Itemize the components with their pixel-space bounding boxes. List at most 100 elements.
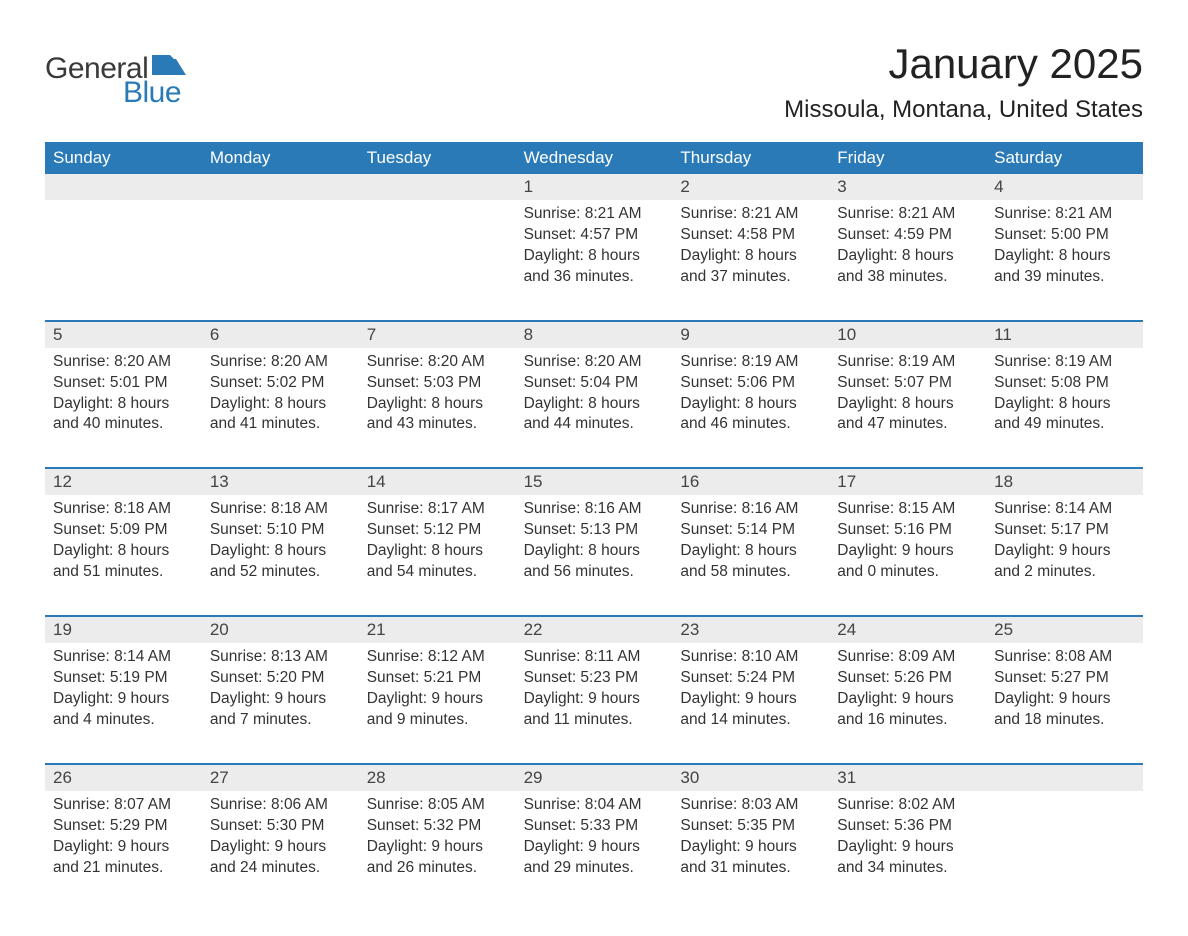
sunset-line: Sunset: 5:16 PM (837, 520, 978, 541)
day-number: 2 (672, 174, 829, 200)
day-number: 10 (829, 322, 986, 348)
day-number: 8 (516, 322, 673, 348)
day-detail: Sunrise: 8:21 AMSunset: 4:58 PMDaylight:… (672, 200, 829, 306)
day-number: 17 (829, 469, 986, 495)
daylight-line: Daylight: 9 hours and 16 minutes. (837, 689, 978, 731)
day-detail: Sunrise: 8:20 AMSunset: 5:01 PMDaylight:… (45, 348, 202, 454)
sunset-line: Sunset: 5:13 PM (524, 520, 665, 541)
daylight-line: Daylight: 8 hours and 40 minutes. (53, 394, 194, 436)
sunset-line: Sunset: 5:19 PM (53, 668, 194, 689)
day-number: 12 (45, 469, 202, 495)
daylight-line: Daylight: 8 hours and 52 minutes. (210, 541, 351, 583)
daylight-line: Daylight: 9 hours and 7 minutes. (210, 689, 351, 731)
day-number: 13 (202, 469, 359, 495)
day-number: 24 (829, 617, 986, 643)
detail-row: Sunrise: 8:18 AMSunset: 5:09 PMDaylight:… (45, 495, 1143, 601)
sunrise-line: Sunrise: 8:13 AM (210, 647, 351, 668)
daylight-line: Daylight: 9 hours and 11 minutes. (524, 689, 665, 731)
day-header: Tuesday (359, 142, 516, 174)
daylight-line: Daylight: 8 hours and 47 minutes. (837, 394, 978, 436)
daylight-line: Daylight: 9 hours and 14 minutes. (680, 689, 821, 731)
sunset-line: Sunset: 5:14 PM (680, 520, 821, 541)
sunset-line: Sunset: 4:57 PM (524, 225, 665, 246)
day-detail: Sunrise: 8:20 AMSunset: 5:02 PMDaylight:… (202, 348, 359, 454)
sunrise-line: Sunrise: 8:09 AM (837, 647, 978, 668)
day-number: 19 (45, 617, 202, 643)
day-detail: Sunrise: 8:21 AMSunset: 5:00 PMDaylight:… (986, 200, 1143, 306)
day-detail: Sunrise: 8:18 AMSunset: 5:10 PMDaylight:… (202, 495, 359, 601)
day-detail: Sunrise: 8:19 AMSunset: 5:07 PMDaylight:… (829, 348, 986, 454)
page-header: General Blue January 2025 Missoula, Mont… (45, 40, 1143, 124)
sunset-line: Sunset: 4:58 PM (680, 225, 821, 246)
calendar: SundayMondayTuesdayWednesdayThursdayFrid… (45, 142, 1143, 896)
day-number: 3 (829, 174, 986, 200)
sunrise-line: Sunrise: 8:21 AM (524, 204, 665, 225)
sunrise-line: Sunrise: 8:06 AM (210, 795, 351, 816)
day-number: 4 (986, 174, 1143, 200)
day-detail: Sunrise: 8:21 AMSunset: 4:57 PMDaylight:… (516, 200, 673, 306)
day-number: 25 (986, 617, 1143, 643)
sunrise-line: Sunrise: 8:21 AM (837, 204, 978, 225)
sunset-line: Sunset: 5:10 PM (210, 520, 351, 541)
day-detail: Sunrise: 8:19 AMSunset: 5:06 PMDaylight:… (672, 348, 829, 454)
day-detail: Sunrise: 8:09 AMSunset: 5:26 PMDaylight:… (829, 643, 986, 749)
day-number (202, 174, 359, 200)
sunset-line: Sunset: 5:27 PM (994, 668, 1135, 689)
sunrise-line: Sunrise: 8:12 AM (367, 647, 508, 668)
day-detail: Sunrise: 8:20 AMSunset: 5:04 PMDaylight:… (516, 348, 673, 454)
day-number: 14 (359, 469, 516, 495)
sunset-line: Sunset: 5:30 PM (210, 816, 351, 837)
day-number: 21 (359, 617, 516, 643)
title-block: January 2025 Missoula, Montana, United S… (784, 40, 1143, 124)
sunset-line: Sunset: 5:07 PM (837, 373, 978, 394)
day-detail: Sunrise: 8:10 AMSunset: 5:24 PMDaylight:… (672, 643, 829, 749)
day-header: Sunday (45, 142, 202, 174)
sunrise-line: Sunrise: 8:02 AM (837, 795, 978, 816)
daylight-line: Daylight: 8 hours and 56 minutes. (524, 541, 665, 583)
sunrise-line: Sunrise: 8:17 AM (367, 499, 508, 520)
sunset-line: Sunset: 4:59 PM (837, 225, 978, 246)
sunrise-line: Sunrise: 8:20 AM (367, 352, 508, 373)
sunrise-line: Sunrise: 8:16 AM (524, 499, 665, 520)
day-detail: Sunrise: 8:11 AMSunset: 5:23 PMDaylight:… (516, 643, 673, 749)
day-number: 6 (202, 322, 359, 348)
day-detail: Sunrise: 8:07 AMSunset: 5:29 PMDaylight:… (45, 791, 202, 897)
daylight-line: Daylight: 8 hours and 51 minutes. (53, 541, 194, 583)
day-number: 22 (516, 617, 673, 643)
day-detail: Sunrise: 8:17 AMSunset: 5:12 PMDaylight:… (359, 495, 516, 601)
day-number: 1 (516, 174, 673, 200)
sunset-line: Sunset: 5:26 PM (837, 668, 978, 689)
day-header: Saturday (986, 142, 1143, 174)
day-number: 15 (516, 469, 673, 495)
day-detail: Sunrise: 8:03 AMSunset: 5:35 PMDaylight:… (672, 791, 829, 897)
day-detail: Sunrise: 8:12 AMSunset: 5:21 PMDaylight:… (359, 643, 516, 749)
sunrise-line: Sunrise: 8:19 AM (994, 352, 1135, 373)
week-block: 1234 Sunrise: 8:21 AMSunset: 4:57 PMDayli… (45, 174, 1143, 306)
sunset-line: Sunset: 5:08 PM (994, 373, 1135, 394)
daylight-line: Daylight: 9 hours and 24 minutes. (210, 837, 351, 879)
daylight-line: Daylight: 9 hours and 29 minutes. (524, 837, 665, 879)
daynum-row: 19202122232425 (45, 617, 1143, 643)
day-detail: Sunrise: 8:02 AMSunset: 5:36 PMDaylight:… (829, 791, 986, 897)
daynum-row: 12131415161718 (45, 469, 1143, 495)
sunrise-line: Sunrise: 8:21 AM (994, 204, 1135, 225)
day-detail: Sunrise: 8:06 AMSunset: 5:30 PMDaylight:… (202, 791, 359, 897)
day-header: Thursday (672, 142, 829, 174)
day-number: 16 (672, 469, 829, 495)
day-detail (202, 200, 359, 306)
sunset-line: Sunset: 5:00 PM (994, 225, 1135, 246)
day-detail: Sunrise: 8:16 AMSunset: 5:13 PMDaylight:… (516, 495, 673, 601)
day-number: 31 (829, 765, 986, 791)
sunset-line: Sunset: 5:04 PM (524, 373, 665, 394)
sunrise-line: Sunrise: 8:20 AM (524, 352, 665, 373)
day-number: 28 (359, 765, 516, 791)
sunrise-line: Sunrise: 8:04 AM (524, 795, 665, 816)
day-number: 29 (516, 765, 673, 791)
day-number: 5 (45, 322, 202, 348)
day-number: 27 (202, 765, 359, 791)
logo-word-blue: Blue (123, 76, 181, 110)
sunset-line: Sunset: 5:09 PM (53, 520, 194, 541)
day-number (359, 174, 516, 200)
daylight-line: Daylight: 9 hours and 2 minutes. (994, 541, 1135, 583)
daylight-line: Daylight: 8 hours and 58 minutes. (680, 541, 821, 583)
